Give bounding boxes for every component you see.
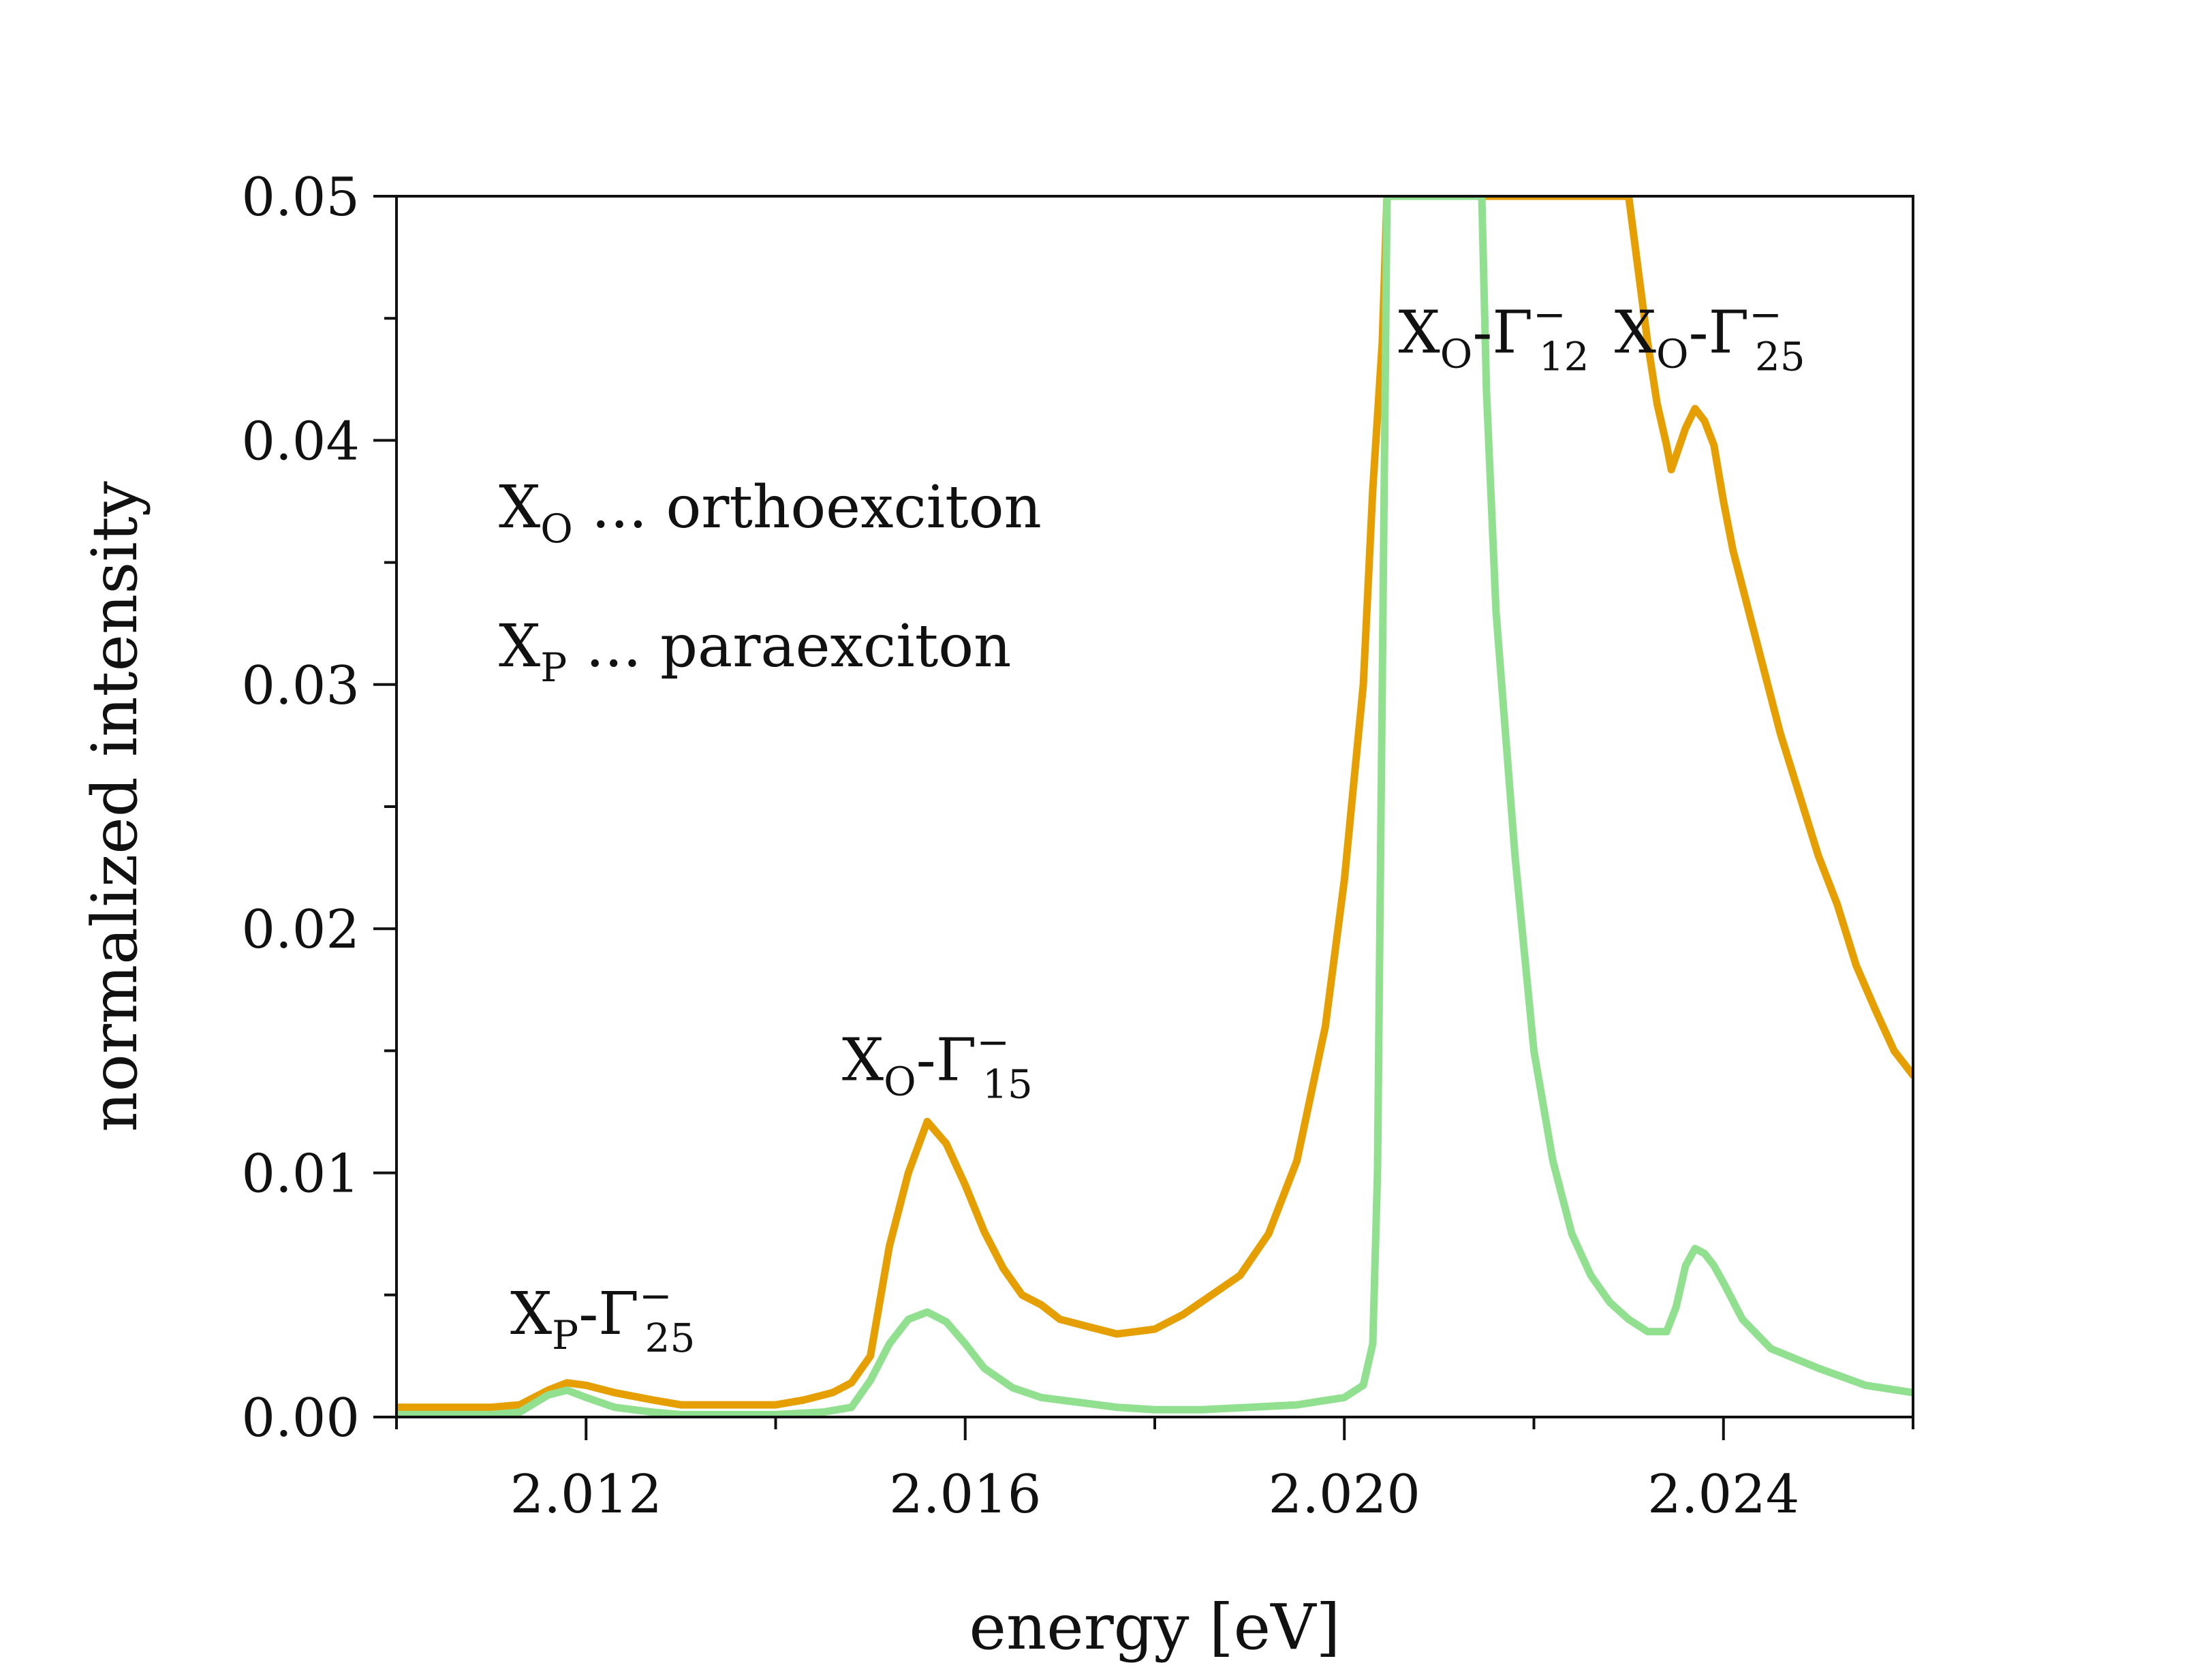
peak-label: XO-Γ− 15 xyxy=(842,1018,1033,1107)
x-tick-label: 2.012 xyxy=(510,1464,662,1525)
x-tick-label: 2.024 xyxy=(1647,1464,1799,1525)
y-tick-label: 0.03 xyxy=(241,655,360,717)
x-axis-title: energy [eV] xyxy=(969,1591,1341,1664)
y-tick-label: 0.04 xyxy=(241,411,360,472)
legend-entry: XO ... orthoexciton xyxy=(499,473,1042,552)
series-line-orange xyxy=(397,196,1913,1412)
peak-label: XP-Γ− 25 xyxy=(510,1273,695,1361)
y-tick-label: 0.02 xyxy=(241,899,360,961)
series-line-green xyxy=(397,196,1913,1417)
y-axis-title: normalized intensity xyxy=(78,481,151,1132)
plot-frame xyxy=(395,195,1914,1418)
annotation-layer: XP-Γ− 25 XO-Γ− 15 XO-Γ− 12 XO-Γ− 25 xyxy=(510,291,1805,1361)
x-tick-label: 2.016 xyxy=(889,1464,1041,1525)
series-layer xyxy=(397,196,1913,1417)
x-tick-label: 2.020 xyxy=(1269,1464,1420,1525)
y-tick-label: 0.05 xyxy=(241,167,360,228)
peak-label: XO-Γ− 25 xyxy=(1615,291,1805,379)
legend-entry: XP ... paraexciton xyxy=(499,612,1011,691)
y-tick-label: 0.00 xyxy=(241,1388,360,1449)
tick-layer xyxy=(373,195,1914,1440)
peak-label: XO-Γ− 12 xyxy=(1399,291,1589,379)
y-tick-label: 0.01 xyxy=(241,1144,360,1205)
label-layer: 2.012 2.016 2.020 2.024 0.00 0.01 0.02 0.03 0.04… xyxy=(241,167,1799,1525)
legend-layer: XO ... orthoexciton XP ... paraexciton xyxy=(499,473,1042,691)
